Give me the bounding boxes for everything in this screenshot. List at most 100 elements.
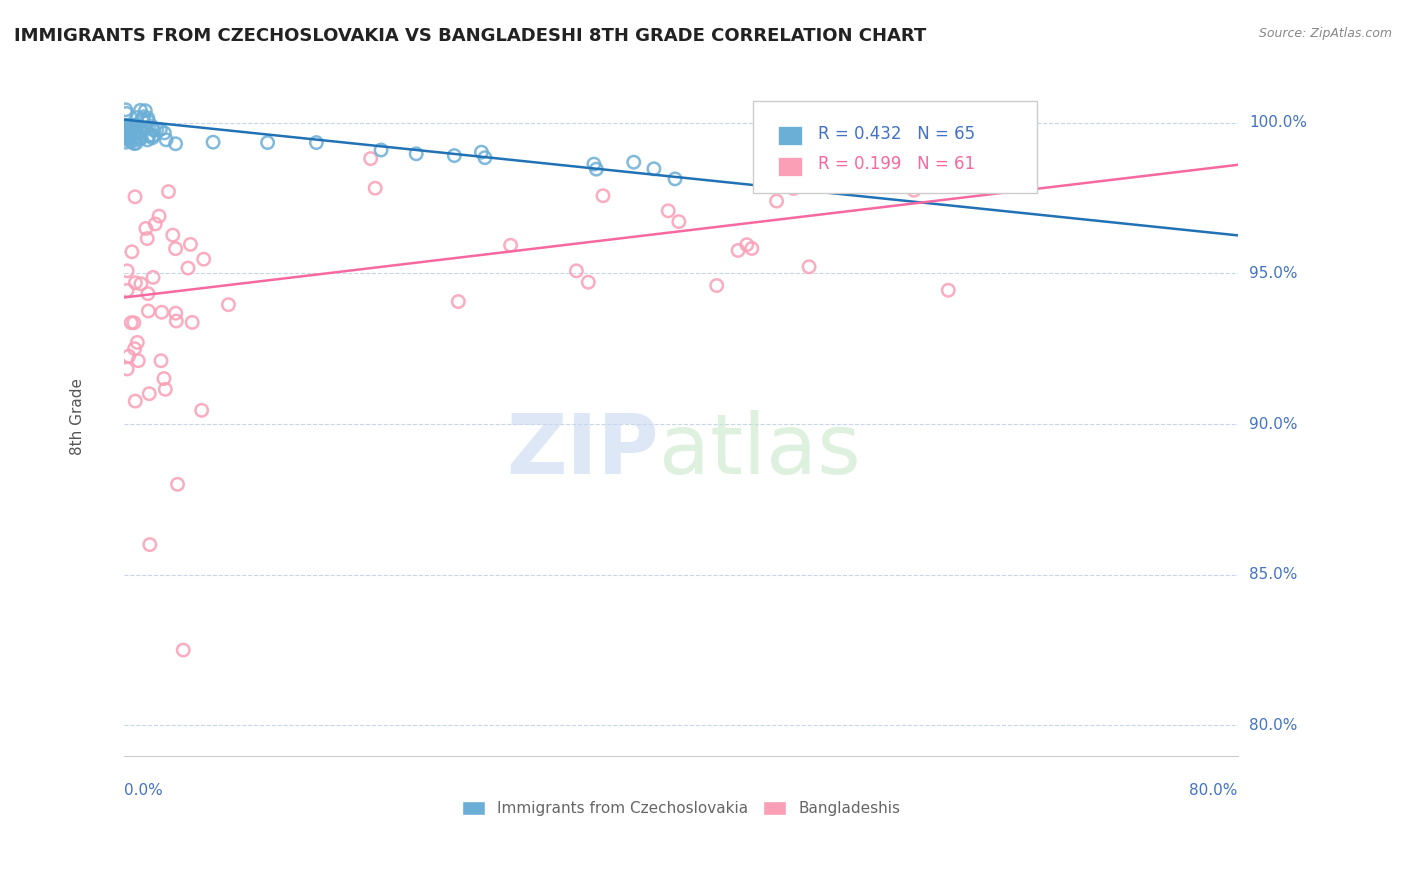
Point — [134, 103, 156, 118]
Point — [765, 194, 787, 208]
Point — [120, 119, 142, 133]
Point — [135, 120, 157, 135]
Point — [128, 124, 150, 138]
Point — [165, 314, 187, 328]
Point — [124, 276, 146, 290]
Point — [125, 120, 148, 134]
Point — [782, 181, 804, 195]
Point — [727, 244, 749, 258]
Point — [657, 203, 679, 218]
Point — [124, 394, 146, 409]
Text: 8th Grade: 8th Grade — [70, 378, 86, 455]
Point — [141, 130, 163, 145]
Point — [149, 353, 172, 368]
Point — [125, 111, 148, 125]
Point — [181, 315, 204, 329]
Point — [405, 146, 427, 161]
Point — [735, 237, 758, 252]
Point — [118, 349, 141, 363]
Point — [706, 278, 728, 293]
Point — [127, 125, 149, 139]
Point — [114, 123, 136, 137]
Point — [592, 188, 614, 202]
Point — [305, 136, 328, 150]
Point — [146, 122, 169, 136]
FancyBboxPatch shape — [778, 157, 803, 176]
Point — [474, 151, 496, 165]
Text: 100.0%: 100.0% — [1249, 115, 1308, 130]
Point — [117, 127, 139, 141]
Point — [124, 190, 146, 204]
Point — [115, 284, 138, 298]
Point — [136, 133, 159, 147]
Point — [122, 316, 145, 330]
Point — [155, 133, 177, 147]
Point — [256, 136, 278, 150]
Point — [129, 277, 152, 291]
Point — [918, 162, 941, 177]
Point — [136, 231, 159, 245]
Legend: Immigrants from Czechoslovakia, Bangladeshis: Immigrants from Czechoslovakia, Banglade… — [456, 796, 907, 822]
Point — [370, 143, 392, 157]
Point — [121, 119, 143, 133]
Point — [165, 306, 187, 320]
Point — [217, 298, 239, 312]
Point — [166, 477, 188, 491]
Text: ZIP: ZIP — [506, 410, 659, 491]
Text: atlas: atlas — [659, 410, 860, 491]
Point — [177, 261, 200, 276]
Point — [903, 183, 925, 197]
Point — [668, 214, 690, 228]
Point — [124, 342, 146, 356]
Point — [138, 386, 160, 401]
Point — [797, 260, 820, 274]
Point — [623, 155, 645, 169]
Point — [114, 128, 136, 142]
Point — [142, 128, 165, 143]
Point — [117, 133, 139, 147]
Point — [576, 275, 599, 289]
Point — [127, 353, 149, 368]
Point — [122, 136, 145, 151]
Point — [136, 114, 159, 128]
FancyBboxPatch shape — [778, 127, 803, 145]
Point — [141, 120, 163, 134]
Point — [470, 145, 492, 160]
Text: IMMIGRANTS FROM CZECHOSLOVAKIA VS BANGLADESHI 8TH GRADE CORRELATION CHART: IMMIGRANTS FROM CZECHOSLOVAKIA VS BANGLA… — [14, 27, 927, 45]
Point — [136, 286, 159, 301]
Point — [193, 252, 215, 267]
Point — [122, 127, 145, 141]
Point — [138, 304, 160, 318]
Point — [125, 118, 148, 132]
Point — [858, 120, 880, 134]
Point — [155, 382, 177, 396]
Point — [132, 110, 155, 124]
Point — [132, 123, 155, 137]
Point — [115, 362, 138, 376]
Point — [121, 244, 143, 259]
Point — [157, 185, 180, 199]
Point — [565, 264, 588, 278]
Text: 0.0%: 0.0% — [124, 782, 163, 797]
Point — [664, 172, 686, 186]
Point — [139, 538, 162, 552]
Point — [165, 242, 187, 256]
Point — [120, 125, 142, 139]
Text: Source: ZipAtlas.com: Source: ZipAtlas.com — [1258, 27, 1392, 40]
Point — [153, 126, 176, 140]
Point — [585, 162, 607, 177]
Text: R = 0.432   N = 65: R = 0.432 N = 65 — [818, 125, 976, 143]
Point — [142, 270, 165, 285]
Point — [143, 217, 166, 231]
Point — [117, 130, 139, 145]
Point — [364, 181, 387, 195]
Point — [190, 403, 212, 417]
Point — [129, 103, 152, 118]
Point — [115, 264, 138, 278]
Point — [149, 122, 172, 136]
Point — [125, 136, 148, 151]
Point — [148, 209, 170, 223]
Text: 95.0%: 95.0% — [1249, 266, 1298, 281]
Point — [120, 118, 142, 132]
Point — [165, 136, 187, 151]
